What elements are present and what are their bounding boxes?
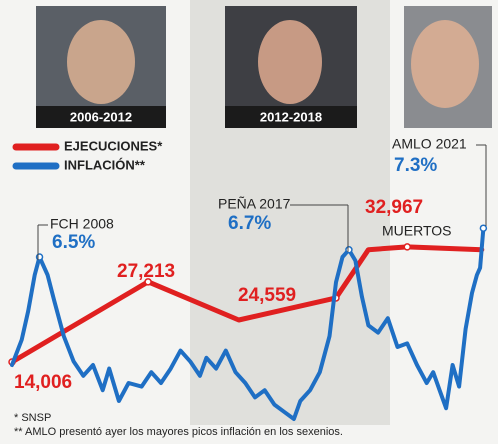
annotation: AMLO 2021	[392, 136, 467, 152]
point-marker	[479, 224, 488, 232]
legend-label: EJECUCIONES*	[64, 138, 163, 153]
value-label: 14,006	[14, 372, 72, 393]
photo-caption-bg	[225, 106, 357, 128]
value-label: 32,967	[365, 197, 423, 218]
value-label: 7.3%	[394, 155, 437, 176]
point-marker	[144, 278, 152, 286]
value-label: 6.5%	[52, 232, 95, 253]
value-label: 24,559	[238, 285, 296, 306]
plot	[8, 224, 488, 421]
point-marker	[35, 253, 44, 261]
photo-caption-bg	[36, 106, 166, 128]
photo-face	[258, 20, 322, 104]
photo-caption: 2006-2012	[70, 109, 132, 124]
value-label: 27,213	[117, 261, 175, 282]
legend-label: INFLACIÓN**	[64, 157, 146, 172]
annotation: FCH 2008	[50, 216, 114, 232]
footnote: ** AMLO presentó ayer los mayores picos …	[14, 426, 343, 438]
line-series	[10, 226, 486, 421]
footnote: * SNSP	[14, 412, 51, 424]
value-label: 6.7%	[228, 213, 271, 234]
annotation: PEÑA 2017	[218, 196, 291, 212]
photo-face	[67, 20, 135, 104]
photo-face	[411, 20, 479, 108]
annotation: MUERTOS	[382, 223, 452, 239]
point-marker	[403, 243, 411, 251]
point-marker	[345, 246, 353, 254]
photo-caption: 2012-2018	[260, 109, 322, 124]
